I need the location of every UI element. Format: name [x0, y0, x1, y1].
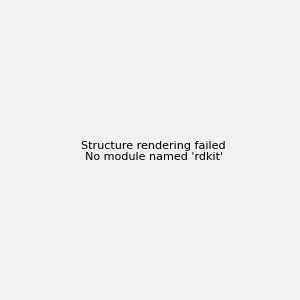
Text: Structure rendering failed
No module named 'rdkit': Structure rendering failed No module nam…	[81, 141, 226, 162]
